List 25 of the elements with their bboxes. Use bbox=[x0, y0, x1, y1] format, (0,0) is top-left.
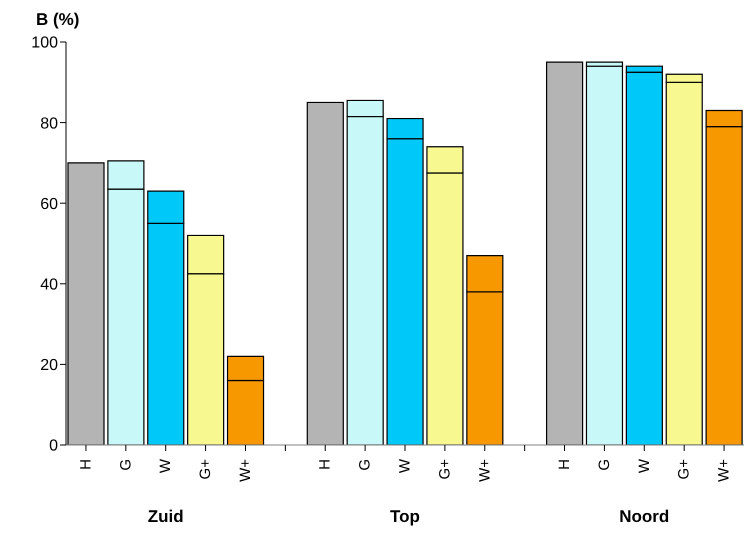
y-tick-label: 80 bbox=[40, 115, 58, 132]
x-tick-label: W+ bbox=[236, 458, 254, 482]
text: Noord bbox=[618, 507, 670, 527]
y-tick-label: 20 bbox=[40, 357, 58, 374]
x-tick-label: G+ bbox=[436, 458, 454, 480]
x-tick-label: W+ bbox=[476, 458, 494, 482]
x-tick-label: W+ bbox=[716, 458, 733, 482]
x-tick-label: H bbox=[77, 459, 94, 470]
x-tick-label: G bbox=[596, 459, 613, 471]
x-tick-label: H bbox=[556, 459, 574, 470]
x-tick-label: G bbox=[117, 459, 134, 471]
x-tick-label: W bbox=[396, 458, 414, 474]
y-tick-label: 0 bbox=[49, 438, 58, 455]
x-tick-label: G bbox=[356, 459, 374, 471]
x-tick-label: G+ bbox=[197, 458, 214, 480]
text: Zuid bbox=[146, 507, 185, 527]
y-tick-label: 40 bbox=[40, 276, 58, 294]
y-tick-label: 100 bbox=[31, 34, 58, 52]
text: Top bbox=[389, 507, 421, 527]
y-tick-label: 60 bbox=[40, 196, 58, 213]
x-tick-label: H bbox=[316, 459, 334, 470]
y-axis-title: B (%) bbox=[36, 10, 80, 30]
x-tick-label: G+ bbox=[676, 458, 693, 480]
x-tick-label: W bbox=[157, 458, 174, 474]
x-tick-label: W bbox=[636, 458, 653, 474]
